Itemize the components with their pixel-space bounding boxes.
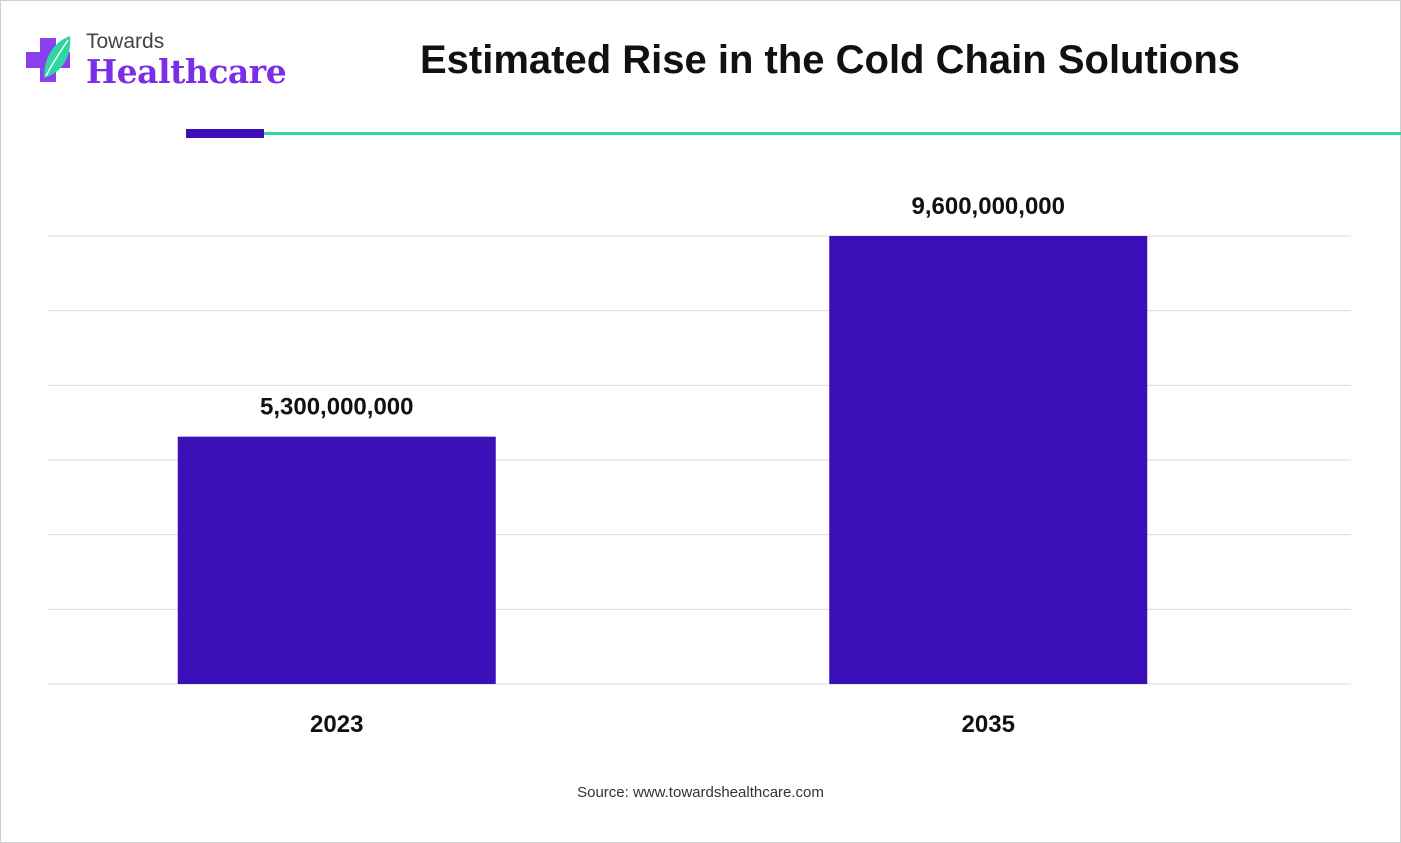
- data-label-2023: 5,300,000,000: [260, 394, 413, 421]
- chart-title: Estimated Rise in the Cold Chain Solutio…: [419, 38, 1241, 82]
- bar-2023: [177, 436, 496, 684]
- bar-2035: [829, 236, 1148, 684]
- brand-name-main: Healthcare: [86, 52, 287, 91]
- title-underline-purple: [186, 129, 264, 138]
- source-note: Source: www.towardshealthcare.com: [577, 784, 824, 801]
- x-tick-label-2035: 2035: [962, 711, 1015, 738]
- x-tick-label-2023: 2023: [310, 711, 363, 738]
- title-underline-green: [262, 132, 1401, 135]
- brand-logo: Towards Healthcare: [22, 30, 287, 100]
- data-label-2035: 9,600,000,000: [912, 193, 1065, 220]
- brand-name-top: Towards: [86, 30, 165, 53]
- medical-cross-leaf-icon: [26, 36, 71, 82]
